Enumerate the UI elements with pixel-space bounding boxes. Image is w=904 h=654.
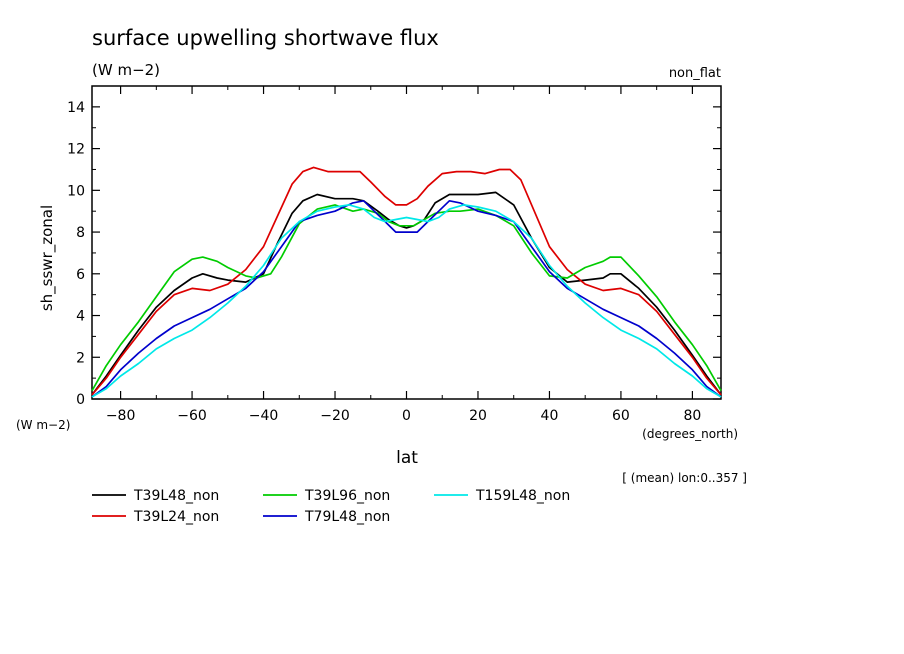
legend-entry-label: T39L48_non <box>133 488 219 504</box>
x-tick-label: 80 <box>683 408 701 424</box>
y-tick-label: 2 <box>76 350 85 366</box>
legend-entry-label: T159L48_non <box>475 488 570 504</box>
legend-entry-label: T39L24_non <box>133 509 219 525</box>
chart-title: surface upwelling shortwave flux <box>92 26 439 50</box>
series-line-t39l96_non <box>91 204 722 392</box>
series-line-t159l48_non <box>91 204 722 398</box>
plot-frame <box>91 85 722 400</box>
series-line-t79l48_non <box>91 199 722 398</box>
x-tick-label: −20 <box>320 408 350 424</box>
x-tick-label: −60 <box>177 408 207 424</box>
legend-entry-label: T79L48_non <box>304 509 390 525</box>
data-series-lines <box>91 166 722 398</box>
y-tick-label: 0 <box>76 392 85 408</box>
chart-legend: T39L48_non T39L24_non T39L96_non T79L48_non… <box>92 488 570 525</box>
x-tick-label: −40 <box>249 408 279 424</box>
legend-entry-label: T39L96_non <box>304 488 390 504</box>
series-line-t39l48_non <box>91 191 722 396</box>
y-axis-units: (W m−2) <box>16 418 70 432</box>
x-tick-label: 40 <box>541 408 559 424</box>
chart-corner-label: non_flat <box>669 66 721 81</box>
chart-units-subtitle: (W m−2) <box>92 61 160 79</box>
y-tick-label: 10 <box>67 183 85 199</box>
series-line-t39l24_non <box>91 166 722 396</box>
y-tick-label: 6 <box>76 267 85 283</box>
x-tick-label: 60 <box>612 408 630 424</box>
x-tick-label: −80 <box>106 408 136 424</box>
chart-note: [ (mean) lon:0..357 ] <box>622 471 747 485</box>
y-tick-label: 12 <box>67 142 85 158</box>
y-axis-ticks: 0 2 4 6 8 10 12 14 <box>67 100 721 408</box>
x-axis-units: (degrees_north) <box>642 427 738 441</box>
y-tick-label: 8 <box>76 225 85 241</box>
y-tick-label: 14 <box>67 100 85 116</box>
y-axis-label: sh_sswr_zonal <box>38 205 57 311</box>
x-tick-label: 0 <box>402 408 411 424</box>
x-tick-label: 20 <box>469 408 487 424</box>
y-tick-label: 4 <box>76 309 85 325</box>
x-axis-label: lat <box>396 448 418 468</box>
x-axis-ticks: −80 −60 −40 −20 0 20 40 60 80 <box>106 86 701 424</box>
